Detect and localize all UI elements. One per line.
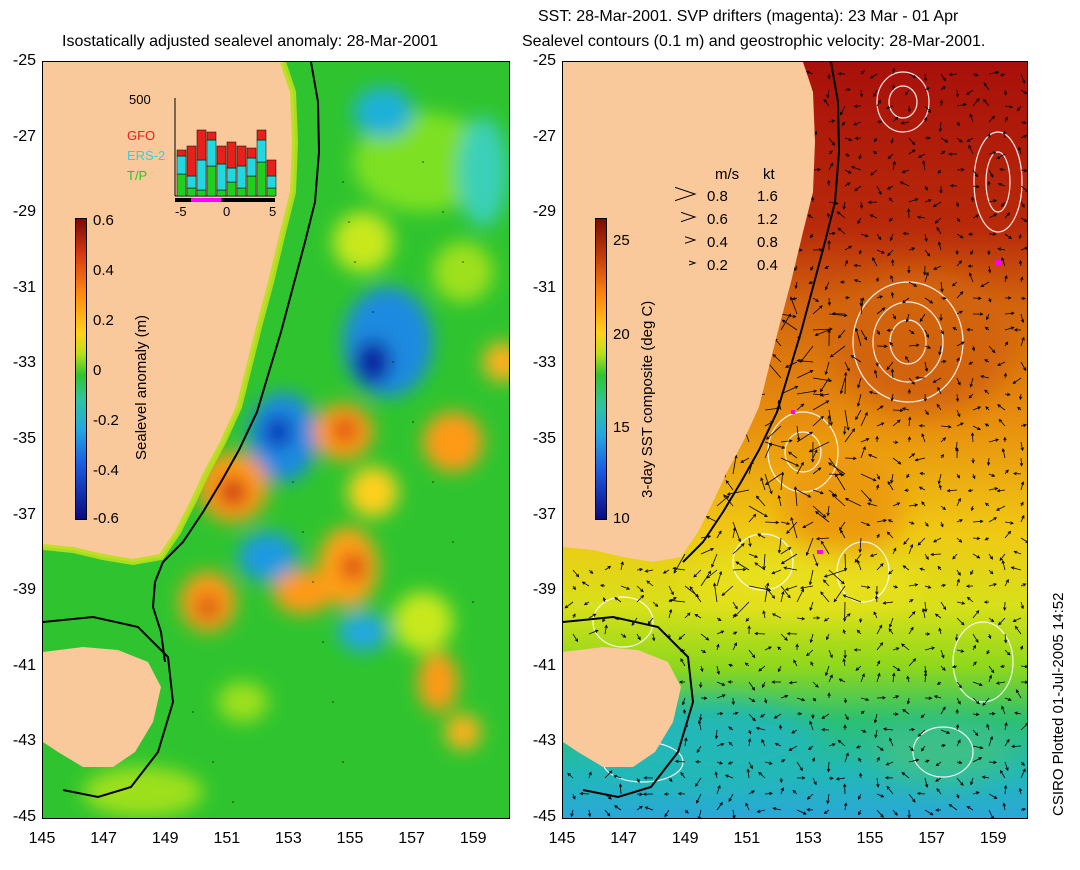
sealevel-anomaly-map: 500 GFO ERS-2 T/P -5 0 5 0.6 0.4 0.2 0 -… [42,61,510,819]
sealevel-colorbar [75,218,87,520]
speed-legend-ms-value: 0.8 [707,188,728,205]
left-lon-label: 157 [398,830,425,847]
colorbar-tick-1: 0.4 [93,262,114,279]
inset-xtick-5: 5 [269,204,277,219]
right-lat-label: -37 [532,505,556,523]
right-lon-label: 147 [610,830,637,847]
right-lon-label: 145 [548,830,576,847]
right-lat-label: -35 [532,430,556,447]
inset-xtick-0: 0 [223,204,231,219]
speed-legend-arrow-icon [685,232,697,248]
sealevel-colorbar-label: Sealevel anomaly (m) [133,314,150,460]
sst-colorbar-label: 3-day SST composite (deg C) [639,300,656,498]
inset-bars [174,98,277,202]
right-lat-label: -29 [532,203,556,221]
right-lat-label: -41 [532,656,556,674]
left-lon-label: 147 [90,830,117,847]
right-panel-title-line1: SST: 28-Mar-2001. SVP drifters (magenta)… [538,8,959,25]
left-lat-label: -39 [12,581,36,599]
right-lat-label: -25 [532,52,556,69]
shelf-contour-bass-strait [151,561,166,663]
right-panel-title-line2: Sealevel contours (0.1 m) and geostrophi… [522,33,986,50]
sst-tick-10: 10 [613,510,630,527]
speed-legend-ms-value: 0.4 [707,234,728,251]
sst-tick-20: 20 [613,326,630,343]
speed-legend-ms-value: 0.6 [707,211,728,228]
left-lat-label: -37 [12,505,36,523]
left-lon-label: 153 [275,830,302,847]
speed-legend-ms-value: 0.2 [707,257,728,274]
tasmania-right [563,647,681,767]
geostrophic-velocity-arrows [564,67,1027,818]
right-lon-label: 155 [856,830,884,847]
left-lon-label: 159 [459,830,487,847]
australia-mainland-right [563,62,815,562]
tasmania [43,647,161,767]
left-lat-label: -25 [12,52,36,69]
left-lat-label: -27 [12,127,36,145]
right-lat-label: -39 [532,581,556,599]
sealevel-anomaly-field [43,62,509,818]
left-panel-title: Isostatically adjusted sealevel anomaly:… [62,33,439,50]
left-lat-label: -45 [12,808,36,825]
left-lon-label: 145 [28,830,56,847]
right-lon-label: 153 [795,830,822,847]
inset-legend-tp: T/P [127,168,148,183]
left-lat-label: -33 [12,354,36,372]
colorbar-tick-6: -0.6 [93,510,119,527]
sst-colorbar [595,218,607,520]
inset-xtick-neg5: -5 [175,204,187,219]
right-lon-label: 159 [979,830,1007,847]
speed-legend-arrow-icon [689,255,697,271]
sst-map: 25 20 15 10 3-day SST composite (deg C) … [562,61,1028,819]
right-lat-label: -43 [532,732,556,750]
right-lon-label: 157 [918,830,945,847]
left-lat-label: -41 [12,656,36,674]
left-lat-label: -29 [12,203,36,221]
colorbar-tick-5: -0.4 [93,462,119,479]
speed-legend-kt-value: 0.8 [757,234,778,251]
left-lon-label: 155 [336,830,364,847]
inset-ymax-label: 500 [129,92,151,107]
speed-legend-arrow-icon [681,209,697,225]
inset-legend-gfo: GFO [127,128,156,143]
speed-legend-kt-value: 0.4 [757,257,778,274]
data-count-inset: 500 GFO ERS-2 T/P -5 0 5 [127,92,343,219]
shelf-contour-tasmania [43,615,175,799]
sst-field [563,62,1027,818]
speed-legend-header-ms: m/s [715,166,740,183]
colorbar-tick-0: 0.6 [93,212,114,229]
left-lat-label: -31 [12,278,36,296]
left-lon-label: 149 [151,830,179,847]
right-lat-label: -33 [532,354,556,372]
plot-stamp: CSIRO Plotted 01-Jul-2005 14:52 [1050,592,1067,816]
left-lat-label: -43 [12,732,36,750]
left-lon-label: 151 [213,830,241,847]
colorbar-tick-3: 0 [93,362,102,379]
shelf-contour-mainland [162,62,321,563]
right-lat-label: -45 [532,808,556,825]
shelf-contour-mainland-right [682,62,841,563]
speed-legend-kt-value: 1.6 [757,188,778,205]
right-lat-label: -31 [532,278,556,296]
speed-legend-header-kt: kt [763,166,775,183]
left-lat-label: -35 [12,430,36,447]
inset-legend-ers2: ERS-2 [127,148,166,163]
svp-drifters [791,260,1001,554]
shelf-contour-tasmania-right [563,615,695,799]
sst-tick-25: 25 [613,232,630,249]
drifter-period-marker [191,198,221,202]
right-lon-label: 151 [733,830,761,847]
shelf-fringe-mainland [43,62,299,566]
colorbar-tick-4: -0.2 [93,412,119,429]
speed-legend-arrow-icon [675,186,697,202]
right-lon-label: 149 [671,830,699,847]
sst-tick-15: 15 [613,419,630,436]
altimeter-track-dots [192,161,474,803]
right-lat-label: -27 [532,127,556,145]
colorbar-tick-2: 0.2 [93,312,114,329]
speed-legend-kt-value: 1.2 [757,211,778,228]
